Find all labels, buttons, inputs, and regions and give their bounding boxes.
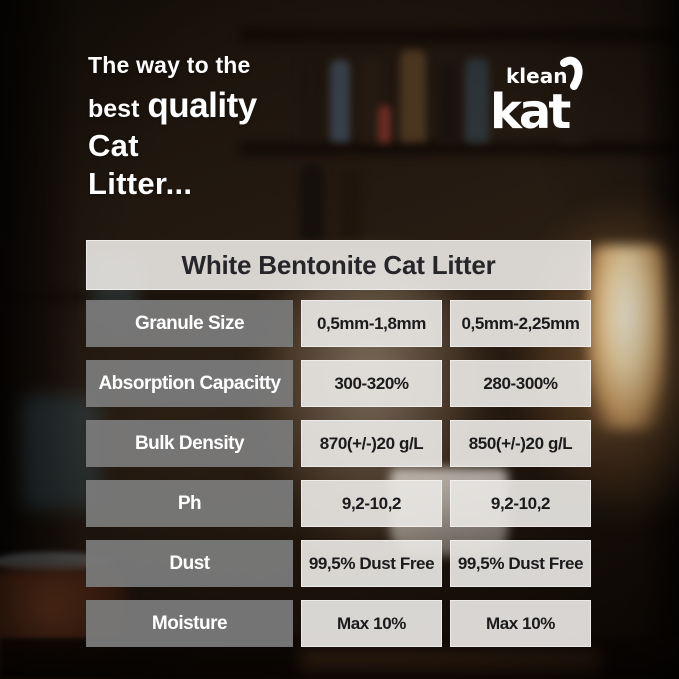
- bottle-silhouette: [378, 105, 391, 143]
- spec-value: 0,5mm-1,8mm: [301, 300, 442, 347]
- dark-pillar: [639, 0, 679, 679]
- brand-logo: klean kat: [488, 52, 600, 142]
- spec-label-moisture: Moisture: [86, 600, 293, 647]
- bottle-silhouette: [300, 165, 324, 240]
- spec-grid: Granule Size 0,5mm-1,8mm 0,5mm-2,25mm Ab…: [86, 300, 591, 647]
- dark-pillar: [0, 0, 80, 679]
- bottle-silhouette: [400, 50, 426, 142]
- bottle-silhouette: [465, 58, 489, 143]
- shelf-board: [240, 142, 679, 155]
- headline-line2: best quality: [88, 86, 257, 126]
- headline-best: best: [88, 95, 140, 123]
- lamp: [588, 245, 666, 430]
- spec-value: 870(+/-)20 g/L: [301, 420, 442, 467]
- logo-word-kat: kat: [490, 84, 570, 140]
- spec-label-bulk-density: Bulk Density: [86, 420, 293, 467]
- spec-label-absorption-capacity: Absorption Capacitty: [86, 360, 293, 407]
- shelf-board: [240, 28, 679, 42]
- bottle-silhouette: [438, 62, 458, 142]
- bottle-silhouette: [330, 60, 350, 142]
- spec-label-dust: Dust: [86, 540, 293, 587]
- spec-value: Max 10%: [301, 600, 442, 647]
- headline-line3: Cat: [88, 128, 139, 163]
- headline-line4: Litter...: [88, 166, 193, 201]
- headline-quality: quality: [147, 86, 257, 125]
- bottle-silhouette: [300, 55, 322, 141]
- bottle-silhouette: [360, 58, 382, 142]
- bottle-silhouette: [340, 168, 362, 240]
- spec-value: 9,2-10,2: [301, 480, 442, 527]
- table-title: White Bentonite Cat Litter: [86, 240, 591, 290]
- spec-label-ph: Ph: [86, 480, 293, 527]
- spec-value: 99,5% Dust Free: [450, 540, 591, 587]
- spec-table: White Bentonite Cat Litter Granule Size …: [86, 240, 591, 647]
- spec-value: 850(+/-)20 g/L: [450, 420, 591, 467]
- headline-line1: The way to the: [88, 52, 251, 78]
- spec-value: 300-320%: [301, 360, 442, 407]
- spec-value: 0,5mm-2,25mm: [450, 300, 591, 347]
- spec-label-granule-size: Granule Size: [86, 300, 293, 347]
- table-surface-glow: [300, 648, 600, 672]
- spec-value: 99,5% Dust Free: [301, 540, 442, 587]
- brand-logo-graphic: klean kat: [490, 56, 583, 140]
- spec-value: Max 10%: [450, 600, 591, 647]
- spec-value: 9,2-10,2: [450, 480, 591, 527]
- headline: The way to the best quality Cat Litter..…: [88, 52, 257, 203]
- spec-value: 280-300%: [450, 360, 591, 407]
